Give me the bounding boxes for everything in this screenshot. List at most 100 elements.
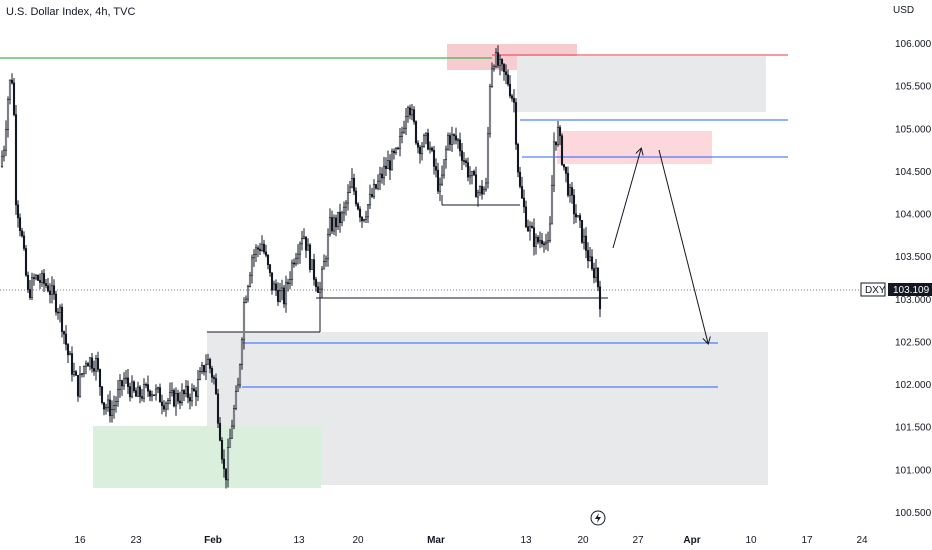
candle-body bbox=[460, 150, 464, 161]
green-zone bbox=[93, 426, 321, 488]
currency-label: USD bbox=[893, 5, 914, 16]
pink-zone-mid bbox=[557, 131, 712, 164]
candle-body bbox=[276, 290, 280, 302]
candle-body bbox=[88, 357, 92, 367]
candle-body bbox=[50, 285, 54, 295]
candle-body bbox=[536, 237, 540, 243]
candle-body bbox=[70, 353, 74, 375]
candle-body bbox=[226, 446, 230, 481]
candle-body bbox=[92, 368, 96, 372]
y-tick-label: 106.000 bbox=[895, 39, 932, 50]
candle-body bbox=[490, 68, 494, 87]
candle-body bbox=[294, 257, 298, 265]
candle-body bbox=[96, 357, 100, 370]
candle-body bbox=[504, 71, 508, 76]
candle-body bbox=[586, 250, 590, 261]
candle-body bbox=[378, 173, 382, 182]
candle-body bbox=[258, 248, 262, 251]
candle-body bbox=[308, 244, 312, 270]
price-tag bbox=[888, 283, 932, 296]
candle-body bbox=[312, 259, 316, 280]
candle-body bbox=[18, 217, 22, 232]
candle-body bbox=[434, 166, 438, 171]
candle-body bbox=[428, 147, 432, 150]
candle-body bbox=[46, 285, 50, 292]
candle-body bbox=[582, 235, 586, 243]
candle-body bbox=[338, 211, 342, 224]
candle-body bbox=[596, 267, 600, 288]
candle-body bbox=[222, 458, 226, 470]
candle-body bbox=[22, 235, 26, 249]
candle-body bbox=[590, 256, 594, 269]
candle-body bbox=[120, 380, 124, 387]
candle-body bbox=[448, 135, 452, 145]
candle-body bbox=[540, 240, 544, 245]
candle-body bbox=[36, 274, 40, 281]
candle-body bbox=[26, 274, 30, 290]
candle-body bbox=[320, 268, 324, 290]
candle-body bbox=[10, 79, 14, 84]
candle-body bbox=[64, 333, 68, 345]
candle-body bbox=[44, 283, 48, 286]
candle-body bbox=[16, 204, 20, 219]
candle-body bbox=[166, 400, 170, 405]
candle-body bbox=[156, 387, 160, 390]
candle-body bbox=[532, 227, 536, 247]
candle-body bbox=[492, 66, 496, 70]
time-axis[interactable]: 16 23 Feb 13 20 Mar 13 20 27 Apr 10 17 24 bbox=[74, 535, 868, 546]
candle-body bbox=[190, 388, 194, 402]
candle-body bbox=[364, 216, 368, 220]
candle-body bbox=[42, 273, 46, 284]
candle-body bbox=[248, 274, 252, 287]
candle-body bbox=[440, 174, 444, 185]
candle-body bbox=[254, 247, 258, 255]
candle-body bbox=[538, 240, 542, 243]
candle-body bbox=[132, 381, 136, 392]
candle-body bbox=[208, 359, 212, 369]
candle-body bbox=[576, 215, 580, 218]
candle-body bbox=[266, 254, 270, 265]
x-tick-label: Mar bbox=[427, 535, 445, 546]
candle-body bbox=[454, 135, 458, 141]
candle-body bbox=[548, 223, 552, 241]
candle-body bbox=[126, 377, 130, 387]
candle-body bbox=[410, 109, 414, 116]
candle-body bbox=[58, 306, 62, 313]
candle-body bbox=[394, 147, 398, 154]
candle-body bbox=[344, 202, 348, 208]
candle-body bbox=[450, 134, 454, 145]
candle-body bbox=[472, 171, 476, 176]
x-tick-label: 23 bbox=[130, 535, 142, 546]
candle-body bbox=[422, 135, 426, 147]
candle-body bbox=[562, 164, 566, 168]
candle-body bbox=[250, 257, 254, 276]
candle-body bbox=[264, 251, 268, 256]
candle-body bbox=[438, 183, 442, 192]
candle-body bbox=[340, 212, 344, 224]
candle-body bbox=[122, 378, 126, 387]
candle-body bbox=[164, 403, 168, 410]
x-tick-label: 20 bbox=[352, 535, 364, 546]
candle-body bbox=[286, 282, 290, 284]
candle-body bbox=[384, 165, 388, 169]
x-tick-label: 17 bbox=[801, 535, 813, 546]
price-axis[interactable]: 106.000 105.500 105.000 104.500 104.000 103.5… bbox=[895, 39, 932, 519]
replay-icon[interactable] bbox=[590, 510, 606, 526]
candle-body bbox=[566, 173, 570, 196]
candle-body bbox=[468, 175, 472, 178]
candle-body bbox=[68, 353, 72, 356]
candle-body bbox=[98, 369, 102, 388]
candle-body bbox=[474, 174, 478, 198]
candle-body bbox=[206, 359, 210, 365]
candle-body bbox=[82, 365, 86, 374]
candle-body bbox=[592, 268, 596, 279]
candle-body bbox=[116, 389, 120, 402]
symbol-tag-text: DXY bbox=[865, 285, 886, 296]
candle-body bbox=[52, 285, 56, 295]
candle-body bbox=[512, 98, 516, 103]
candle-body bbox=[508, 83, 512, 97]
candle-body bbox=[186, 385, 190, 398]
candle-body bbox=[334, 217, 338, 228]
candle-body bbox=[34, 274, 38, 279]
